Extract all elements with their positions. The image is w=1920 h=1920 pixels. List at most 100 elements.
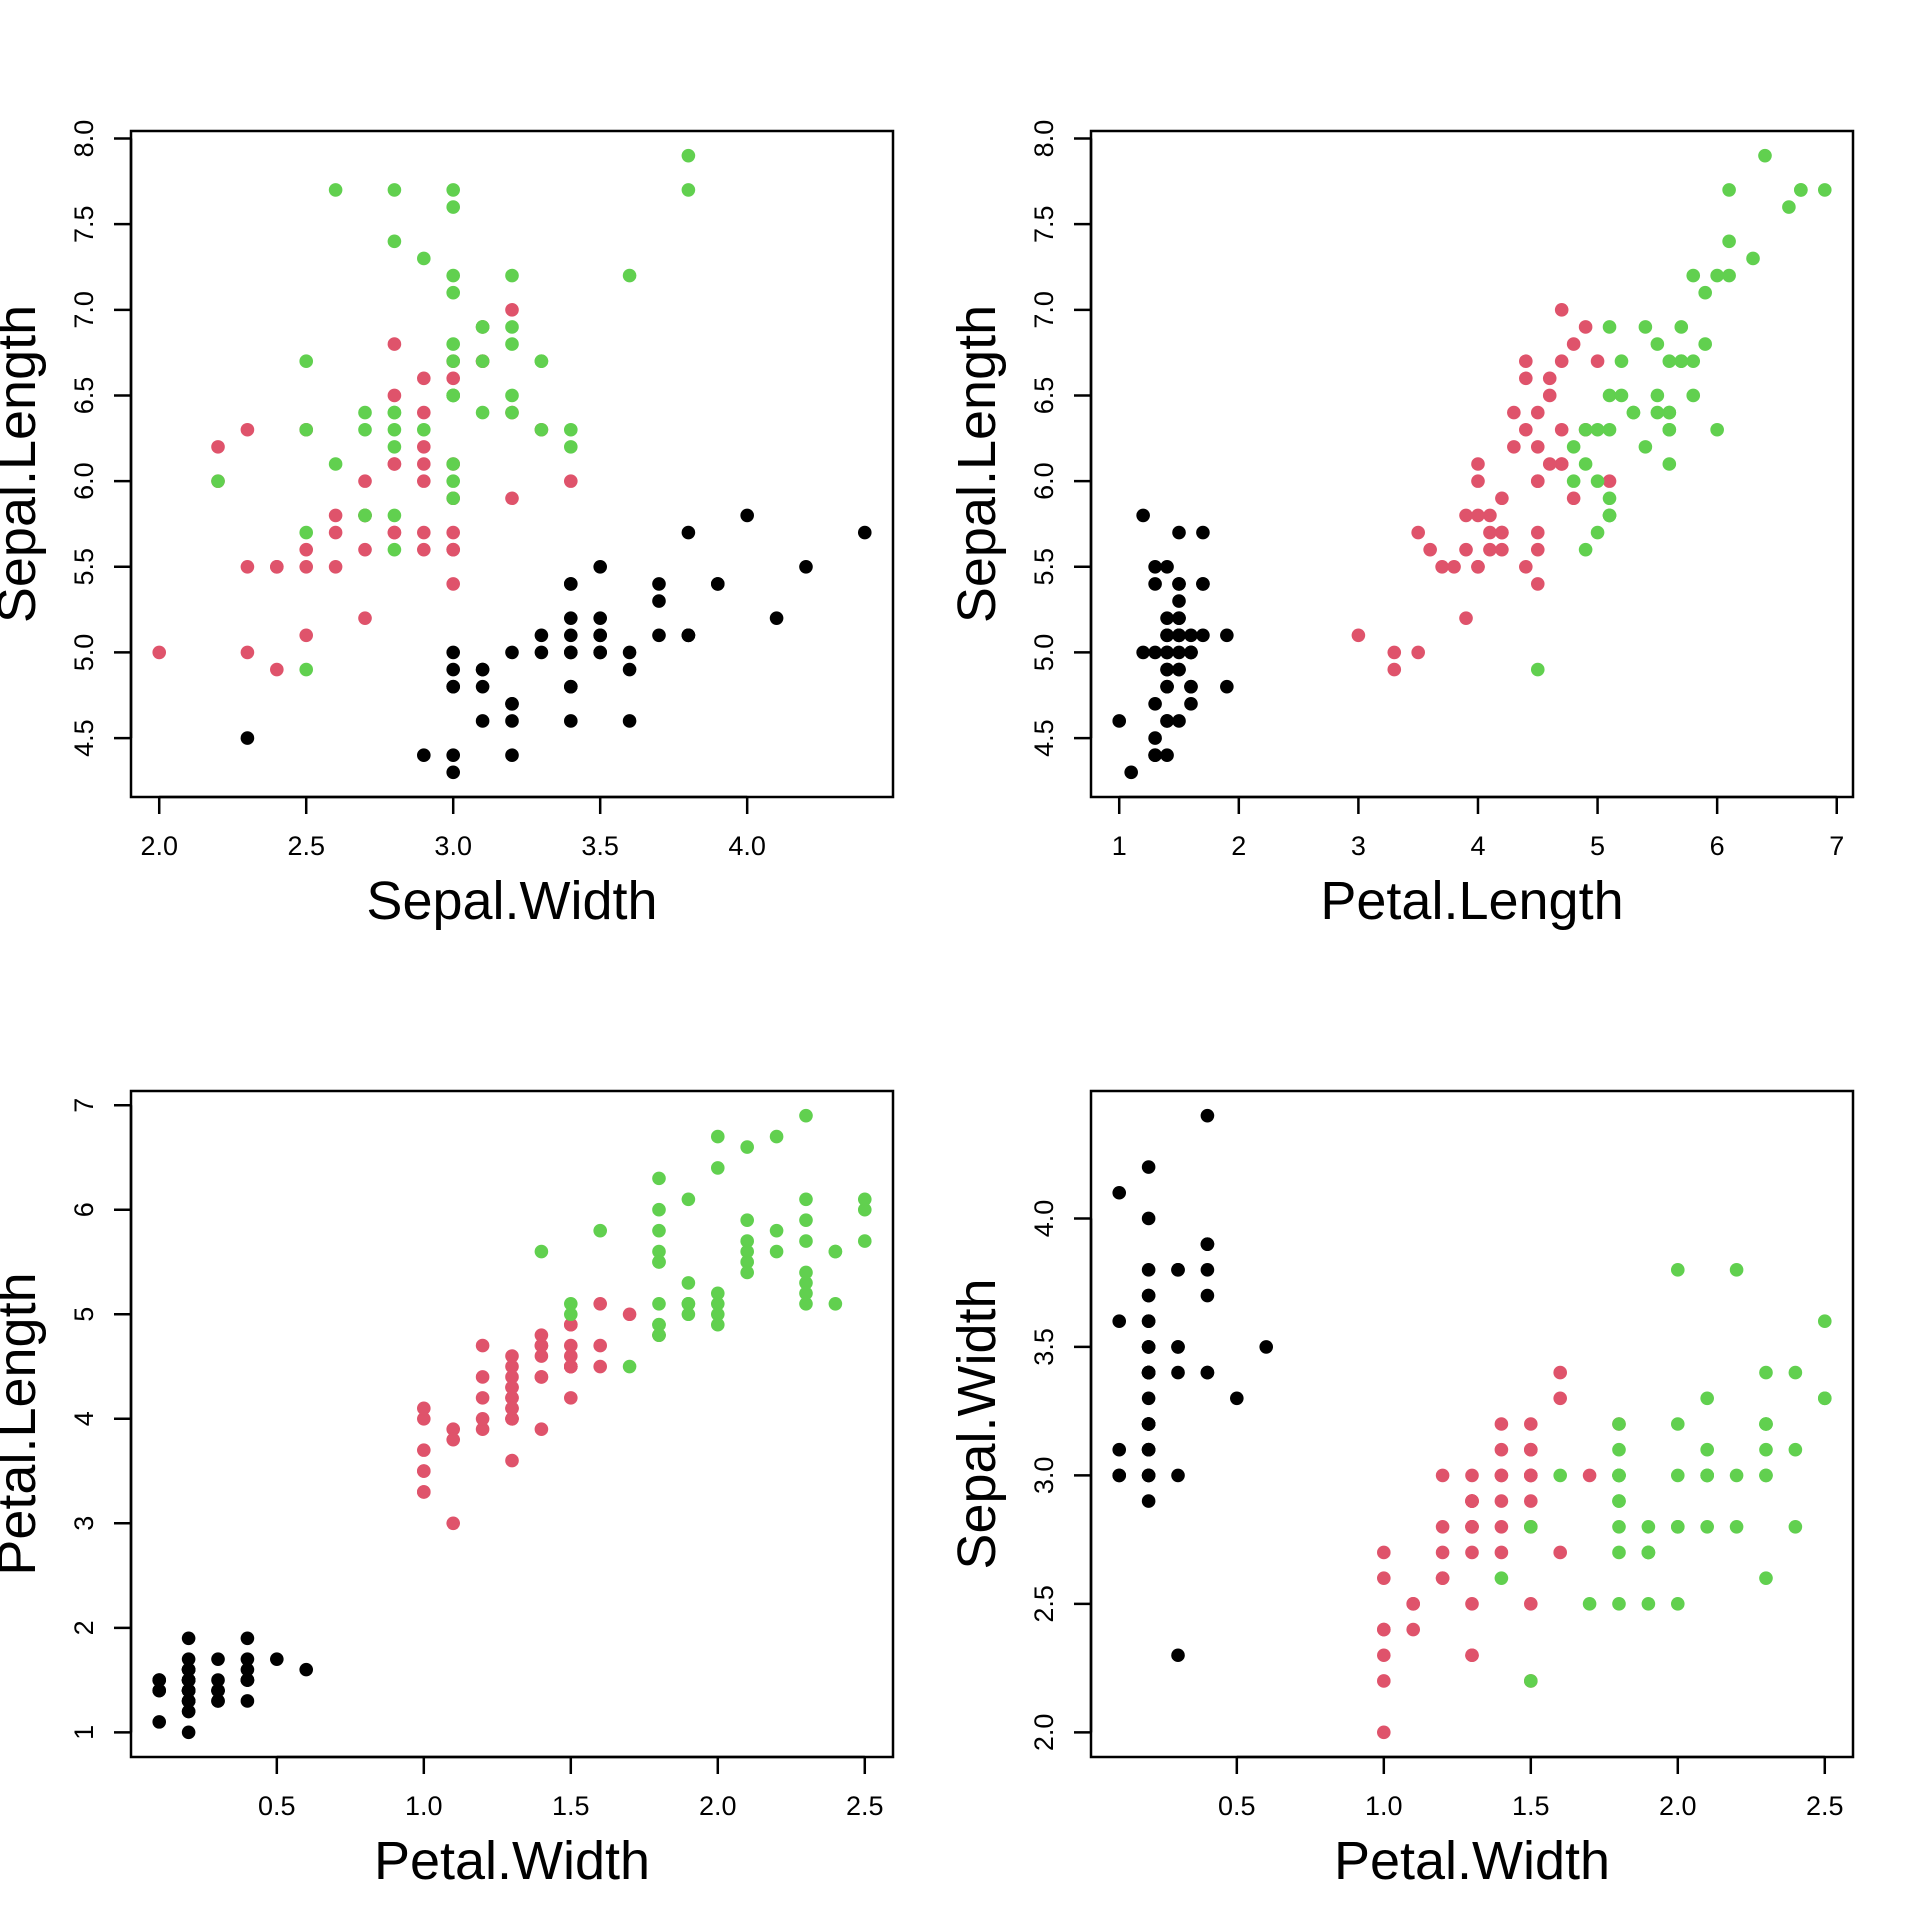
data-point [1196, 628, 1210, 643]
data-point [1641, 1519, 1656, 1534]
y-tick-label: 4.0 [1029, 1200, 1059, 1238]
data-point [652, 1202, 666, 1217]
data-point [1435, 559, 1449, 574]
data-point [446, 474, 461, 488]
data-point [534, 628, 549, 643]
data-point [417, 748, 431, 763]
data-point [1710, 268, 1724, 283]
data-point [1670, 1597, 1685, 1611]
data-point [1172, 525, 1186, 540]
data-point [710, 1161, 725, 1175]
data-point [1662, 457, 1677, 471]
data-point [1686, 388, 1701, 403]
data-point [446, 268, 461, 283]
x-tick-label: 2.5 [846, 1791, 884, 1821]
data-point [240, 1673, 255, 1687]
data-point [1377, 1545, 1391, 1560]
data-point [534, 1349, 549, 1363]
data-point [1483, 542, 1497, 557]
data-point [1112, 714, 1127, 728]
data-point [652, 1328, 666, 1342]
data-point [1523, 1417, 1538, 1431]
data-point [387, 542, 402, 557]
data-point [681, 1307, 696, 1322]
data-point [1171, 1648, 1185, 1663]
x-tick-label: 1 [1112, 831, 1127, 861]
data-point [1759, 1571, 1773, 1585]
x-tick-label: 2.5 [1806, 1791, 1844, 1821]
data-point [1788, 1442, 1803, 1457]
data-point [1554, 354, 1569, 369]
x-tick-label: 7 [1829, 831, 1844, 861]
data-point [681, 525, 696, 540]
scatter-panel-2: 1 2 3 4 5 6 7 4.5 5.0 5.5 6.0 6.5 7.0 7.5 8.0 Petal.Len… [947, 120, 1855, 931]
x-tick-label: 1.0 [1365, 1791, 1403, 1821]
data-point [505, 337, 519, 351]
data-point [299, 525, 314, 540]
data-point [1650, 337, 1665, 351]
y-tick-label: 2.5 [1029, 1585, 1059, 1623]
data-point [387, 337, 402, 351]
data-point [358, 422, 372, 437]
data-point [299, 559, 314, 574]
data-point [181, 1631, 196, 1646]
y-tick-label: 5 [69, 1307, 99, 1322]
data-point [534, 422, 549, 437]
data-point [358, 508, 372, 523]
data-point [328, 525, 343, 540]
data-point [1674, 320, 1689, 334]
data-point [475, 1370, 490, 1384]
data-point [799, 1213, 813, 1227]
data-point [622, 662, 637, 677]
data-point [417, 422, 431, 437]
data-point [1483, 525, 1497, 540]
data-point [1507, 440, 1521, 454]
data-point [1259, 1340, 1274, 1354]
data-point [1160, 679, 1174, 694]
data-point [1435, 1519, 1450, 1534]
data-point [1494, 1468, 1509, 1483]
data-point [799, 1265, 813, 1280]
data-point [240, 422, 255, 437]
data-point [1148, 748, 1162, 763]
data-point [563, 1307, 578, 1322]
data-point [1602, 320, 1617, 334]
scatter-panel-4: 0.5 1.0 1.5 2.0 2.5 2.0 2.5 3.0 3.5 4.0 Petal.Widt… [947, 1089, 1855, 1891]
data-point [1641, 1545, 1656, 1560]
data-point [358, 405, 372, 420]
data-point [1746, 251, 1760, 266]
data-point [358, 474, 372, 488]
data-point [1542, 457, 1557, 471]
data-point [1530, 405, 1545, 420]
y-tick-label: 5.0 [1029, 634, 1059, 672]
data-point [534, 1422, 549, 1437]
data-point [563, 1297, 578, 1311]
data-point [652, 1255, 666, 1269]
x-tick-label: 4.0 [728, 831, 766, 861]
data-point [1626, 405, 1641, 420]
data-point [1160, 559, 1174, 574]
data-point [1141, 1314, 1156, 1329]
data-point [1650, 388, 1665, 403]
data-point [563, 645, 578, 660]
data-point [1662, 354, 1677, 369]
data-point [358, 542, 372, 557]
data-point [181, 1673, 196, 1687]
data-point [1160, 645, 1174, 660]
data-point [505, 645, 519, 660]
data-point [1612, 1545, 1626, 1560]
data-point [710, 577, 725, 591]
data-point [417, 1464, 431, 1478]
data-point [446, 645, 461, 660]
x-tick-label: 1.5 [552, 1791, 590, 1821]
data-point [1542, 388, 1557, 403]
data-point [270, 662, 284, 677]
data-point [1171, 1340, 1185, 1354]
data-point [1590, 354, 1605, 369]
data-point [799, 559, 813, 574]
data-point [1566, 491, 1581, 506]
data-point [1523, 1519, 1538, 1534]
data-point [1578, 320, 1593, 334]
y-tick-label: 6 [69, 1202, 99, 1217]
